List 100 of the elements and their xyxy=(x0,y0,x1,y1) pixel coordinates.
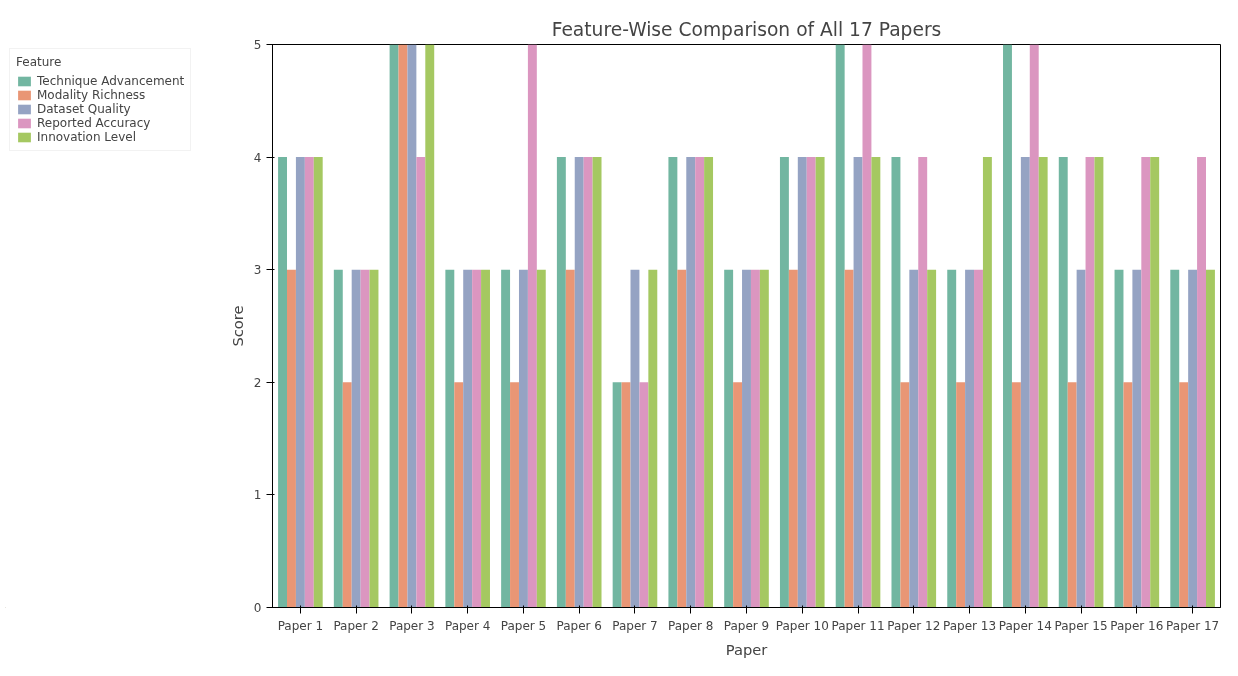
chart-title: Feature-Wise Comparison of All 17 Papers xyxy=(551,18,942,40)
x-tick-label: Paper 16 xyxy=(1110,618,1164,633)
bar xyxy=(668,157,678,608)
bar xyxy=(278,157,287,608)
bar xyxy=(574,157,584,608)
bar xyxy=(686,157,696,608)
bar xyxy=(295,157,305,608)
bar xyxy=(389,44,399,608)
bar xyxy=(333,269,343,608)
bar xyxy=(481,269,490,608)
bar xyxy=(556,157,566,608)
bar xyxy=(1067,382,1077,608)
x-tick-label: Paper 6 xyxy=(556,618,602,633)
bar xyxy=(759,269,769,608)
bar xyxy=(583,157,593,608)
bar xyxy=(788,269,798,608)
y-tick-label: 1 xyxy=(253,488,262,503)
bar xyxy=(909,269,919,608)
legend-label: Dataset Quality xyxy=(37,102,131,116)
bar xyxy=(445,269,455,608)
legend-label: Technique Advancement xyxy=(37,74,185,88)
legend-label: Modality Richness xyxy=(37,88,146,102)
bar xyxy=(695,157,705,608)
x-tick-label: Paper 15 xyxy=(1054,618,1108,633)
y-tick-label: 2 xyxy=(253,375,262,390)
bar xyxy=(1179,382,1189,608)
x-tick-label: Paper 2 xyxy=(333,618,379,633)
bar xyxy=(1011,382,1021,608)
x-tick-label: Paper 17 xyxy=(1166,618,1220,633)
bar xyxy=(648,269,658,608)
bar xyxy=(853,157,863,608)
legend-title: Feature xyxy=(16,55,63,69)
bar xyxy=(806,157,816,608)
bar xyxy=(398,44,408,608)
bar xyxy=(527,44,537,608)
bar xyxy=(472,269,482,608)
bar xyxy=(407,44,417,608)
y-tick-label: 0 xyxy=(253,601,262,615)
bar xyxy=(1123,382,1133,608)
bar xyxy=(1132,269,1142,608)
bar xyxy=(927,269,937,608)
bar xyxy=(900,382,910,608)
bar xyxy=(1076,269,1086,608)
bar xyxy=(1038,157,1048,608)
bar xyxy=(342,382,352,608)
bar xyxy=(779,157,789,608)
bar xyxy=(797,157,807,608)
bar xyxy=(1206,269,1215,608)
x-axis-title: Paper xyxy=(725,640,769,658)
x-tick-label: Paper 10 xyxy=(775,618,829,633)
bar xyxy=(287,269,296,608)
bar xyxy=(982,157,992,608)
bar xyxy=(351,269,361,608)
x-tick-label: Paper 9 xyxy=(723,618,770,633)
bar xyxy=(891,157,901,608)
bar xyxy=(862,44,872,608)
bar xyxy=(1003,44,1012,608)
bar xyxy=(947,269,957,608)
y-tick-label: 5 xyxy=(253,38,262,52)
y-tick-label: 3 xyxy=(253,263,262,278)
bar xyxy=(677,269,687,608)
bar xyxy=(360,269,370,608)
bar xyxy=(304,157,314,608)
x-tick-label: Paper 4 xyxy=(444,618,491,633)
bar xyxy=(704,157,714,608)
bar xyxy=(750,269,760,608)
x-tick-label: Paper 14 xyxy=(998,618,1052,633)
bar xyxy=(1085,157,1095,608)
x-tick-label: Paper 13 xyxy=(943,618,997,633)
x-tick-label: Paper 1 xyxy=(277,618,324,633)
bar xyxy=(1141,157,1151,608)
x-tick-label: Paper 3 xyxy=(389,618,435,633)
bar xyxy=(1029,44,1039,608)
bar xyxy=(733,382,743,608)
legend-label: Reported Accuracy xyxy=(37,116,151,130)
bar xyxy=(956,382,966,608)
bar xyxy=(844,269,854,608)
bar xyxy=(835,44,845,608)
bar xyxy=(815,157,825,608)
bar xyxy=(592,157,602,608)
bar xyxy=(1150,157,1160,608)
bar xyxy=(1094,157,1104,608)
bar xyxy=(313,157,323,608)
bar xyxy=(918,157,928,608)
bar xyxy=(501,269,511,608)
y-axis-title: Score xyxy=(228,305,246,347)
bar xyxy=(536,269,546,608)
bar xyxy=(1170,269,1180,608)
bar xyxy=(871,157,881,608)
bar xyxy=(1058,157,1068,608)
bar xyxy=(639,382,649,608)
bar xyxy=(454,382,464,608)
y-tick-label: 4 xyxy=(253,150,262,165)
bar xyxy=(425,44,435,608)
legend-label: Innovation Level xyxy=(37,130,137,144)
x-tick-label: Paper 12 xyxy=(887,618,941,633)
x-tick-label: Paper 7 xyxy=(612,618,658,633)
bar xyxy=(974,269,983,608)
bar xyxy=(1197,157,1206,608)
bar xyxy=(965,269,975,608)
